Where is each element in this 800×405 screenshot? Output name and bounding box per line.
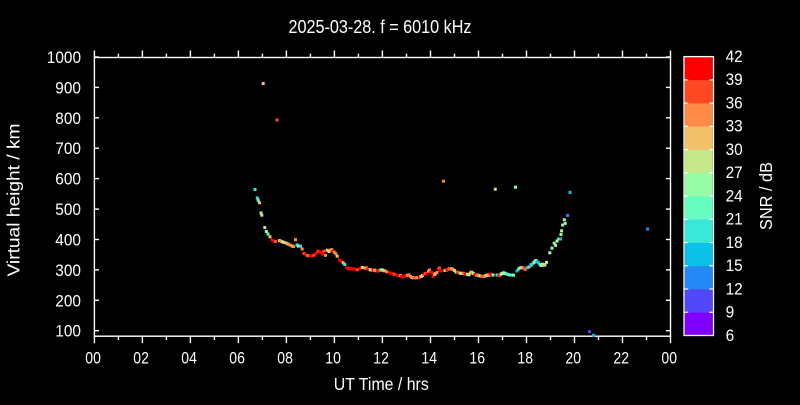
svg-text:24: 24 [726, 187, 743, 205]
svg-text:22: 22 [613, 349, 629, 367]
svg-text:18: 18 [726, 234, 743, 252]
svg-text:9: 9 [726, 304, 735, 322]
svg-text:500: 500 [55, 201, 81, 219]
svg-text:00: 00 [661, 349, 677, 367]
svg-text:900: 900 [55, 79, 81, 97]
svg-text:36: 36 [726, 94, 743, 112]
svg-text:20: 20 [565, 349, 581, 367]
svg-text:700: 700 [55, 140, 81, 158]
svg-text:04: 04 [181, 349, 197, 367]
svg-text:14: 14 [421, 349, 437, 367]
svg-text:2025-03-28. f = 6010 kHz: 2025-03-28. f = 6010 kHz [289, 17, 472, 37]
svg-text:400: 400 [55, 232, 81, 250]
svg-text:42: 42 [726, 48, 743, 66]
svg-text:33: 33 [726, 118, 743, 136]
svg-text:12: 12 [373, 349, 389, 367]
svg-text:02: 02 [133, 349, 149, 367]
svg-text:100: 100 [55, 323, 81, 341]
svg-text:21: 21 [726, 211, 743, 229]
svg-text:800: 800 [55, 110, 81, 128]
svg-text:10: 10 [325, 349, 341, 367]
svg-text:06: 06 [229, 349, 245, 367]
svg-text:200: 200 [55, 292, 81, 310]
svg-text:UT Time / hrs: UT Time / hrs [334, 374, 429, 394]
svg-text:Virtual height / km: Virtual height / km [4, 124, 24, 277]
svg-text:39: 39 [726, 71, 743, 89]
svg-text:16: 16 [469, 349, 485, 367]
svg-text:08: 08 [277, 349, 293, 367]
svg-text:15: 15 [726, 257, 743, 275]
svg-text:6: 6 [726, 327, 735, 345]
svg-text:600: 600 [55, 171, 81, 189]
svg-text:00: 00 [85, 349, 101, 367]
svg-text:300: 300 [55, 262, 81, 280]
svg-text:SNR / dB: SNR / dB [756, 162, 776, 230]
svg-text:27: 27 [726, 164, 743, 182]
svg-text:18: 18 [517, 349, 533, 367]
svg-text:12: 12 [726, 280, 743, 298]
svg-text:1000: 1000 [47, 49, 81, 67]
svg-text:30: 30 [726, 141, 743, 159]
